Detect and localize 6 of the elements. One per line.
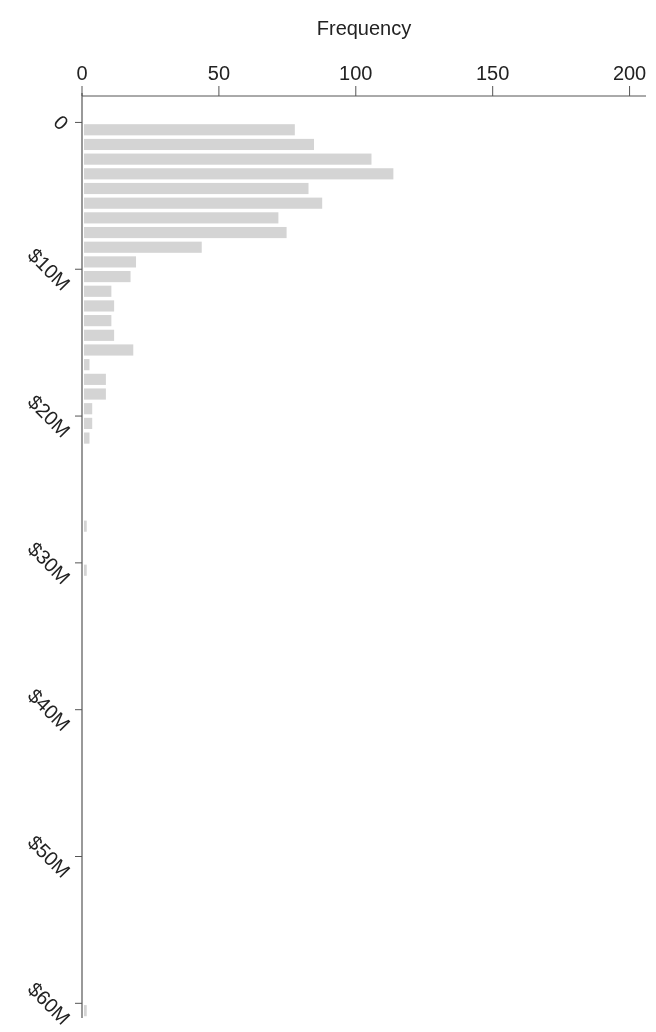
x-tick-label: 100	[339, 62, 373, 84]
y-tick-label: 0	[49, 110, 73, 135]
x-axis-title: Frequency	[316, 17, 412, 39]
x-tick-label: 150	[475, 62, 510, 84]
x-tick-label: 200	[612, 62, 647, 84]
x-tick-label: 50	[207, 62, 231, 84]
